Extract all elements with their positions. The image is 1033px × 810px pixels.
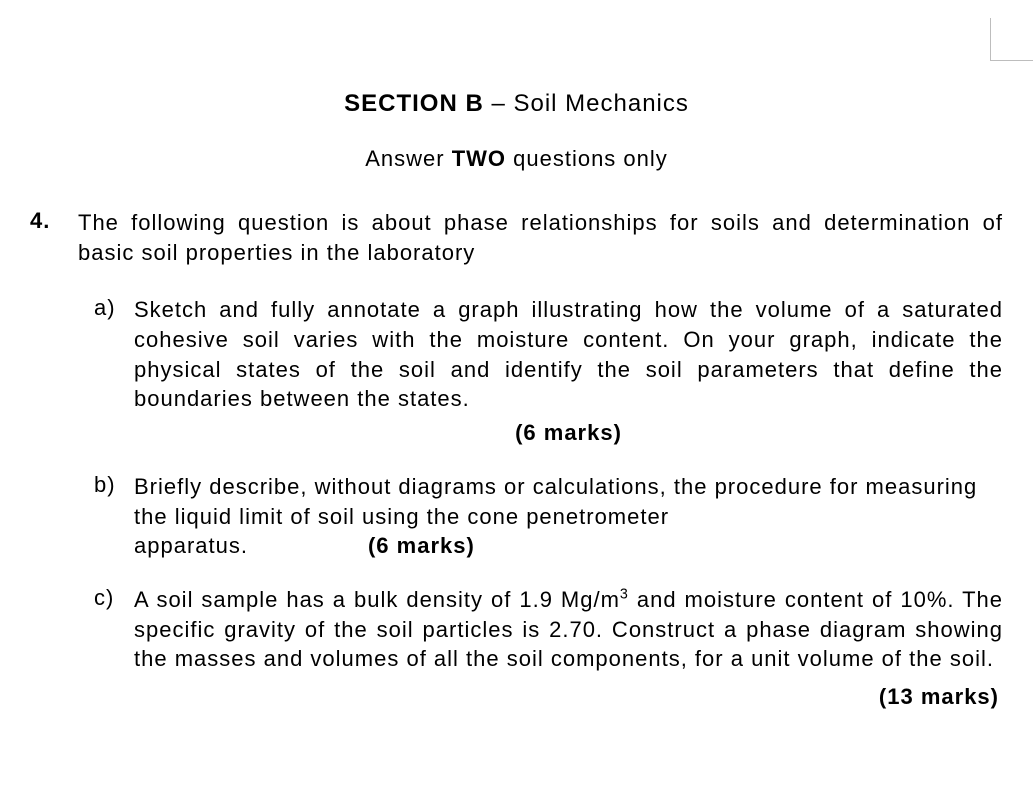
- section-subject: Soil Mechanics: [513, 90, 688, 117]
- instruction-post: questions only: [506, 146, 668, 171]
- part-c-pre: A soil sample has a bulk density of 1.9 …: [134, 587, 620, 612]
- part-b-line2: apparatus.: [134, 533, 248, 558]
- exam-page: SECTION B – Soil Mechanics Answer TWO qu…: [0, 0, 1033, 786]
- question-intro: The following question is about phase re…: [78, 208, 1003, 267]
- page-corner-mark: [990, 18, 1033, 61]
- section-title: SECTION B – Soil Mechanics: [30, 90, 1003, 118]
- question-number: 4.: [30, 208, 78, 234]
- part-label-c: c): [94, 585, 134, 611]
- part-text-b: Briefly describe, without diagrams or ca…: [134, 472, 1003, 561]
- section-dash: –: [484, 90, 514, 117]
- part-c-marks: (13 marks): [134, 682, 1003, 712]
- question-part-a: a) Sketch and fully annotate a graph ill…: [78, 295, 1003, 447]
- section-code: SECTION B: [344, 90, 484, 117]
- part-text-a: Sketch and fully annotate a graph illust…: [134, 295, 1003, 447]
- instruction-pre: Answer: [365, 146, 451, 171]
- question-part-b: b) Briefly describe, without diagrams or…: [78, 472, 1003, 561]
- part-a-body: Sketch and fully annotate a graph illust…: [134, 297, 1003, 411]
- part-b-marks: (6 marks): [368, 533, 475, 558]
- question-part-c: c) A soil sample has a bulk density of 1…: [78, 585, 1003, 712]
- part-label-a: a): [94, 295, 134, 321]
- instruction-bold: TWO: [452, 146, 506, 171]
- question-4: 4. The following question is about phase…: [30, 208, 1003, 736]
- section-instruction: Answer TWO questions only: [30, 146, 1003, 172]
- part-label-b: b): [94, 472, 134, 498]
- part-c-sup: 3: [620, 587, 629, 603]
- part-b-line1: Briefly describe, without diagrams or ca…: [134, 474, 977, 529]
- part-text-c: A soil sample has a bulk density of 1.9 …: [134, 585, 1003, 712]
- part-a-marks: (6 marks): [134, 418, 1003, 448]
- question-body: The following question is about phase re…: [78, 208, 1003, 736]
